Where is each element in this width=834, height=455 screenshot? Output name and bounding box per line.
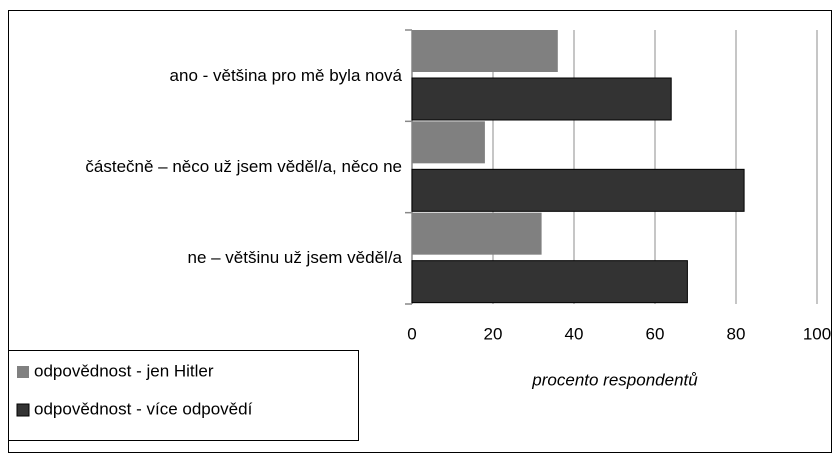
legend-label: odpovědnost - jen Hitler — [34, 361, 214, 380]
category-label-box: ano - většina pro mě byla nová — [2, 30, 402, 121]
category-label-box: ne – většinu už jsem věděl/a — [2, 213, 402, 304]
x-tick-label: 0 — [407, 324, 416, 343]
category-label-box: částečně – něco už jsem věděl/a, něco ne — [2, 121, 402, 212]
bar — [411, 260, 688, 304]
x-tick-label: 20 — [484, 324, 503, 343]
bar — [412, 212, 542, 255]
x-tick-label: 80 — [727, 324, 746, 343]
x-tick-label: 60 — [646, 324, 665, 343]
x-axis-title: procento respondentů — [531, 370, 698, 389]
y-tick-label: částečně – něco už jsem věděl/a, něco ne — [85, 156, 402, 176]
frame — [8, 10, 832, 453]
legend-swatch — [16, 403, 30, 417]
legend-label: odpovědnost - více odpovědí — [34, 399, 253, 418]
legend-box — [8, 350, 359, 441]
legend-swatch — [17, 366, 29, 378]
bar — [412, 30, 558, 72]
x-tick-label: 40 — [565, 324, 584, 343]
x-tick-label: 100 — [803, 324, 831, 343]
y-tick-label: ne – většinu už jsem věděl/a — [187, 248, 402, 268]
bar — [412, 121, 485, 164]
y-tick-label: ano - většina pro mě byla nová — [169, 65, 402, 85]
bar — [411, 168, 745, 212]
bar — [411, 77, 672, 121]
